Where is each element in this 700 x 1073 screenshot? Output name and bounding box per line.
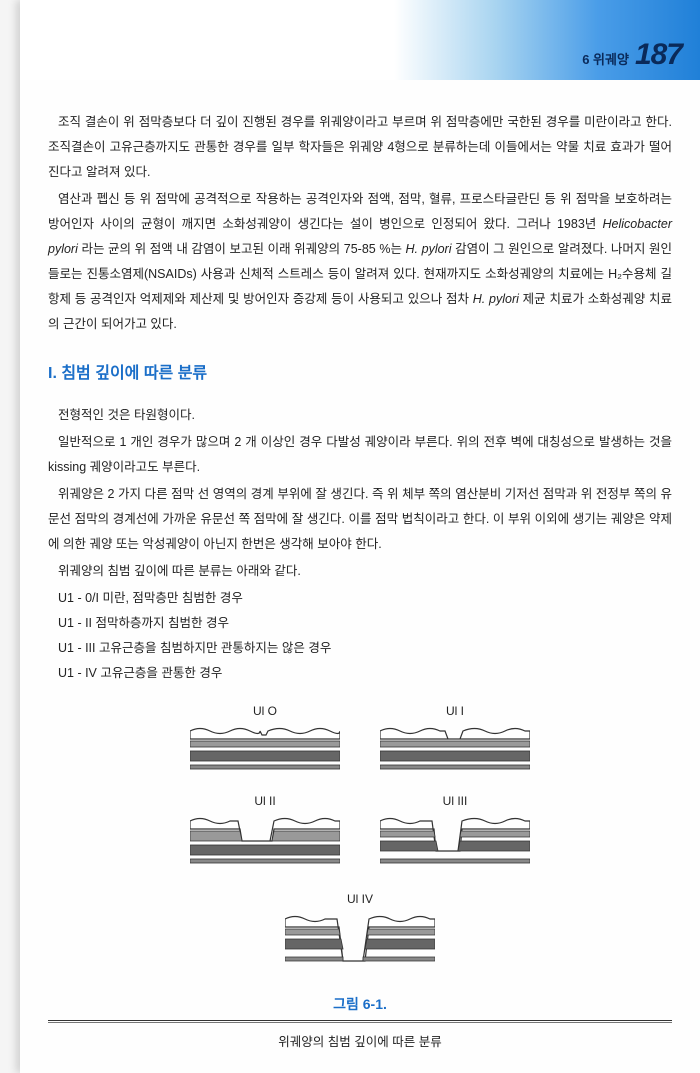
- list-item: U1 - IV 고유근층을 관통한 경우: [48, 661, 672, 686]
- list-item: U1 - 0/I 미란, 점막층만 침범한 경우: [48, 586, 672, 611]
- section-para-1: 전형적인 것은 타원형이다.: [48, 403, 672, 428]
- diagram-label: Ul II: [190, 794, 340, 808]
- diagram-ul-iii: Ul III: [380, 794, 530, 874]
- footer-divider: [48, 1020, 672, 1023]
- figure-area: Ul O Ul I: [150, 704, 570, 1014]
- diagram-label: Ul III: [380, 794, 530, 808]
- list-item: U1 - II 점막하층까지 침범한 경우: [48, 611, 672, 636]
- tissue-diagram-icon: [285, 909, 435, 971]
- diagram-ul-iv: Ul IV: [285, 892, 435, 976]
- section-heading: I. 침범 깊이에 따른 분류: [48, 359, 672, 383]
- italic-term: H. pylori: [473, 292, 519, 306]
- text-span: 염산과 펩신 등 위 점막에 공격적으로 작용하는 공격인자와 점액, 점막, …: [48, 192, 672, 231]
- diagram-label: Ul O: [190, 704, 340, 718]
- header-text: 6 위궤양 187: [582, 38, 682, 72]
- diagram-ul-ii: Ul II: [190, 794, 340, 874]
- section-para-2: 일반적으로 1 개인 경우가 많으며 2 개 이상인 경우 다발성 궤양이라 부…: [48, 430, 672, 480]
- figure-row-1: Ul O Ul I: [150, 704, 570, 776]
- page-number: 187: [635, 38, 682, 72]
- diagram-ul-o: Ul O: [190, 704, 340, 776]
- italic-term: H. pylori: [406, 242, 452, 256]
- tissue-diagram-icon: [190, 721, 340, 771]
- figure-caption: 그림 6-1.: [150, 994, 570, 1014]
- chapter-label: 6 위궤양: [582, 49, 629, 68]
- text-span: 라는 균의 위 점액 내 감염이 보고된 이래 위궤양의 75-85 %는: [78, 242, 406, 256]
- content-area: 조직 결손이 위 점막층보다 더 깊이 진행된 경우를 위궤양이라고 부르며 위…: [20, 80, 700, 1014]
- list-item: U1 - III 고유근층을 침범하지만 관통하지는 않은 경우: [48, 636, 672, 661]
- tissue-diagram-icon: [380, 721, 530, 771]
- diagram-ul-i: Ul I: [380, 704, 530, 776]
- diagram-label: Ul IV: [285, 892, 435, 906]
- intro-paragraph-1: 조직 결손이 위 점막층보다 더 깊이 진행된 경우를 위궤양이라고 부르며 위…: [48, 110, 672, 185]
- tissue-diagram-icon: [380, 811, 530, 869]
- page-header: 6 위궤양 187: [20, 0, 700, 80]
- diagram-label: Ul I: [380, 704, 530, 718]
- footer-caption: 위궤양의 침범 깊이에 따른 분류: [20, 1031, 700, 1050]
- section-para-3: 위궤양은 2 가지 다른 점막 선 영역의 경계 부위에 잘 생긴다. 즉 위 …: [48, 482, 672, 557]
- tissue-diagram-icon: [190, 811, 340, 869]
- figure-row-2: Ul II Ul III: [150, 794, 570, 874]
- page: 6 위궤양 187 조직 결손이 위 점막층보다 더 깊이 진행된 경우를 위궤…: [20, 0, 700, 1073]
- section-para-4: 위궤양의 침범 깊이에 따른 분류는 아래와 같다.: [48, 559, 672, 584]
- intro-paragraph-2: 염산과 펩신 등 위 점막에 공격적으로 작용하는 공격인자와 점액, 점막, …: [48, 187, 672, 337]
- figure-row-3: Ul IV: [150, 892, 570, 976]
